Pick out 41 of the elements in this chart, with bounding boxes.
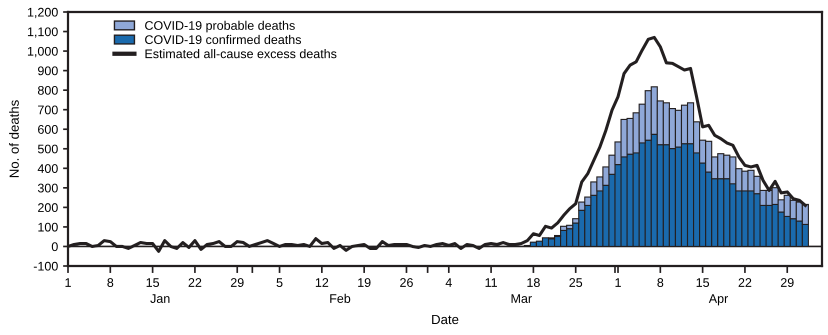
x-tick-label: 1	[615, 278, 621, 287]
y-tick-label: 1,000	[28, 46, 58, 58]
x-tick-label: 1	[65, 278, 71, 287]
text: Feb	[330, 294, 350, 303]
y-tick-label: 200	[38, 203, 58, 212]
x-tick-label: 5	[276, 278, 282, 287]
legend-label: COVID-19 confirmed deaths	[145, 34, 302, 44]
x-tick-label: 22	[188, 278, 202, 287]
y-tick-label: -100	[34, 262, 58, 271]
x-tick-label: 12	[316, 278, 328, 287]
y-tick-label: 100	[38, 222, 58, 232]
legend-label: Estimated all-cause excess deaths	[145, 49, 336, 58]
x-tick-label: 26	[400, 278, 413, 287]
x-tick-label: 11	[486, 278, 497, 287]
x-axis-title: Date	[432, 314, 458, 324]
y-tick-label: 1,200	[28, 8, 58, 18]
y-tick-label: 700	[38, 105, 58, 114]
y-tick-label: 600	[38, 125, 58, 134]
y-tick-label: 0	[52, 242, 58, 252]
y-tick-label: 1,100	[28, 27, 58, 38]
x-tick-label: 29	[230, 278, 244, 287]
x-tick-label: 15	[146, 278, 160, 287]
y-tick-label: 500	[38, 144, 58, 154]
legend-label: COVID-19 probable deaths	[145, 20, 295, 32]
x-tick-label: 18	[527, 278, 540, 287]
text: Apr	[708, 294, 728, 306]
x-tick-label: 19	[358, 278, 371, 287]
y-axis-title: No. of deaths	[9, 100, 19, 178]
x-tick-label: 4	[446, 278, 452, 287]
x-tick-label: 22	[738, 278, 752, 287]
y-tick-label: 300	[38, 184, 58, 192]
y-tick-label: 400	[38, 164, 58, 173]
text: Jan	[150, 294, 170, 303]
text: Mar	[512, 294, 532, 303]
y-tick-label: 900	[38, 66, 58, 76]
x-tick-label: 15	[696, 278, 710, 287]
x-tick-label: 29	[780, 278, 794, 287]
y-tick-label: 800	[38, 86, 58, 95]
x-tick-label: 8	[657, 278, 664, 287]
x-tick-label: 25	[569, 278, 582, 287]
x-tick-label: 8	[107, 278, 114, 287]
